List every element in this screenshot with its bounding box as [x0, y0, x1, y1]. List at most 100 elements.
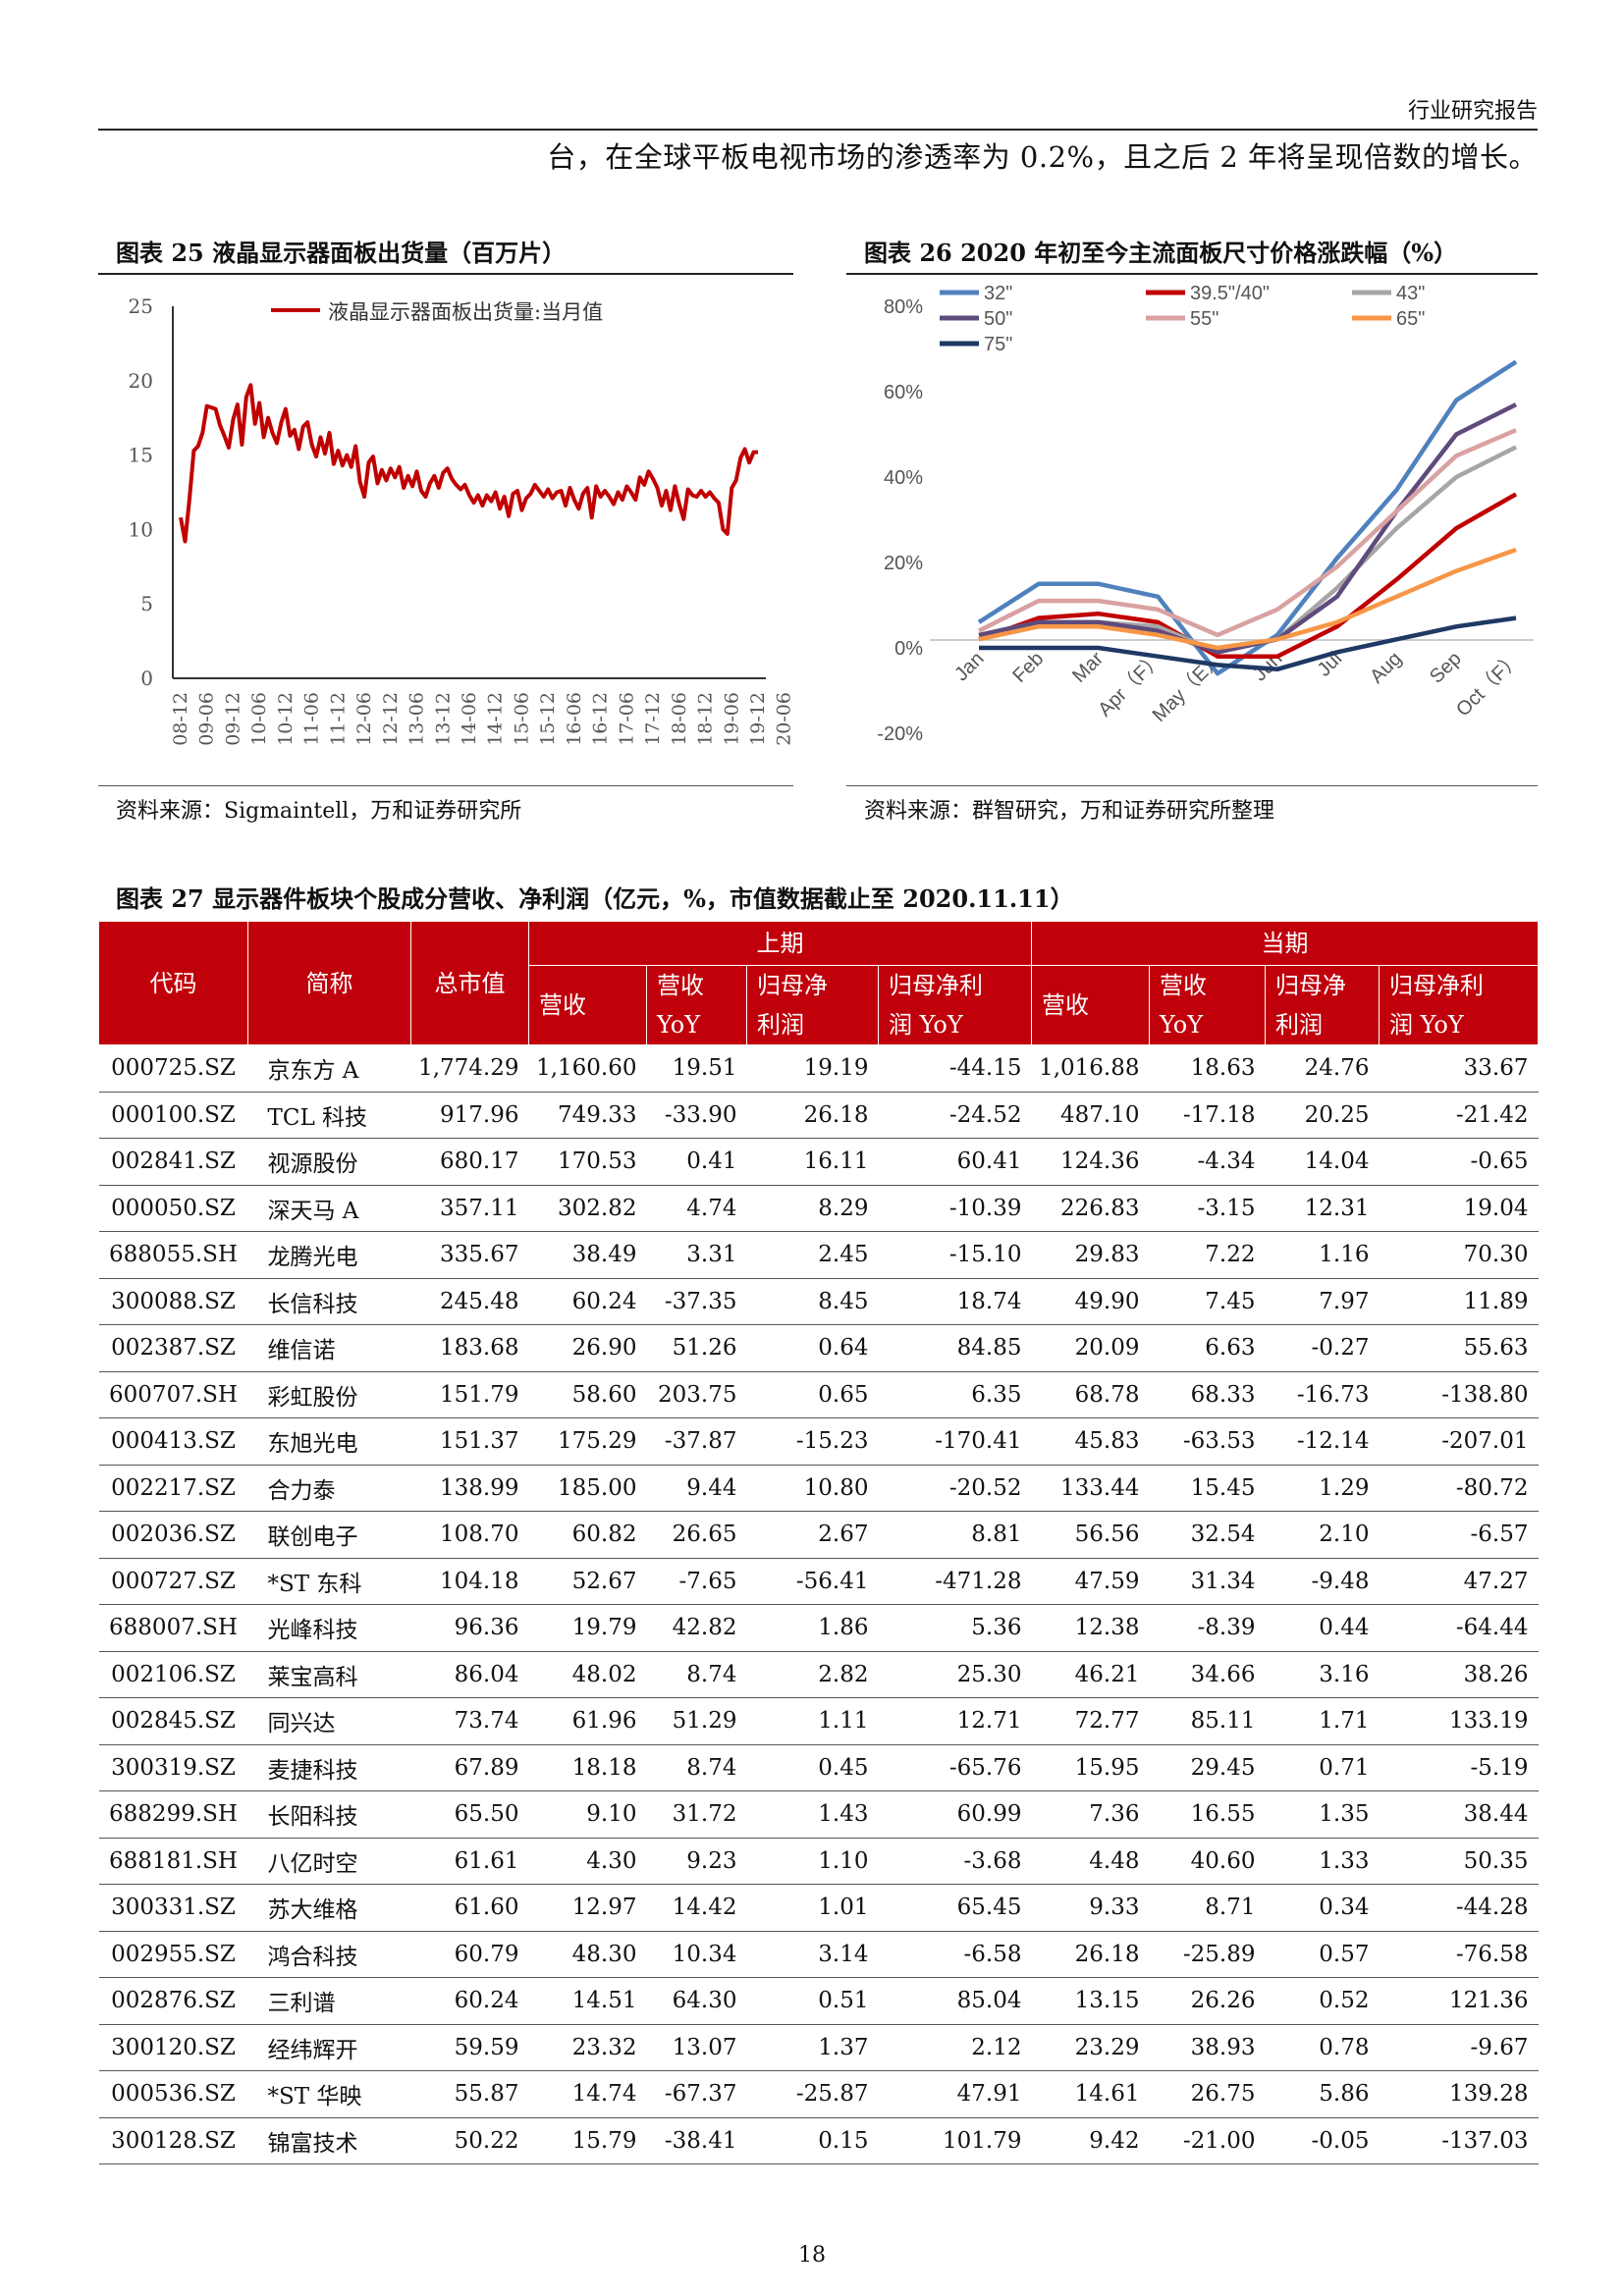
table-cell: 31.72	[646, 1790, 747, 1839]
table-cell: 48.30	[528, 1931, 647, 1978]
table-cell: 139.28	[1379, 2070, 1539, 2118]
table-cell: -0.05	[1265, 2117, 1380, 2164]
table-cell: 光峰科技	[247, 1604, 411, 1652]
table-row: 000413.SZ 东旭光电 151.37 175.29 -37.87 -15.23 -17…	[98, 1417, 1539, 1466]
intro-paragraph: 台，在全球平板电视市场的渗透率为 0.2%，且之后 2 年将呈现倍数的增长。	[547, 140, 1538, 174]
y-tick-label: 40%	[884, 467, 923, 489]
y-tick-label: 20%	[884, 553, 923, 574]
table-cell: 108.70	[410, 1511, 529, 1559]
table-cell: 1.01	[746, 1884, 879, 1932]
table-cell: -21.42	[1379, 1092, 1539, 1139]
table-cell: 经纬辉开	[247, 2024, 411, 2071]
table-cell: 1.37	[746, 2024, 879, 2071]
table-cell: 47.27	[1379, 1558, 1539, 1605]
table-cell: 688007.SH	[98, 1604, 248, 1652]
table-cell: 58.60	[528, 1371, 647, 1418]
table-cell: 26.75	[1149, 2070, 1266, 2118]
table-row: 002036.SZ 联创电子 108.70 60.82 26.65 2.67 8.81 56.…	[98, 1511, 1539, 1559]
legend-label: 75"	[984, 334, 1012, 355]
table-cell: 1.33	[1265, 1838, 1380, 1885]
table-cell: -67.37	[646, 2070, 747, 2118]
table-cell: 32.54	[1149, 1511, 1266, 1559]
table-cell: 688181.SH	[98, 1838, 248, 1885]
table-cell: 20.09	[1031, 1324, 1150, 1372]
table-cell: 1.11	[746, 1697, 879, 1745]
x-tick-label: 08-12	[170, 692, 191, 746]
table-cell: 八亿时空	[247, 1838, 411, 1885]
figure-25-bottom-rule	[98, 785, 793, 786]
table-cell: 51.29	[646, 1697, 747, 1745]
table-cell: 三利谱	[247, 1977, 411, 2025]
table-cell: -17.18	[1149, 1092, 1266, 1139]
figure-25-y-tick-labels: 0 5 10 15 20 25	[129, 294, 153, 690]
table-cell: 0.64	[746, 1324, 879, 1372]
table-row: 300331.SZ 苏大维格 61.60 12.97 14.42 1.01 65.45 9.3…	[98, 1884, 1539, 1932]
x-tick-label: 10-06	[248, 692, 270, 746]
figure-25-top-rule	[98, 273, 793, 275]
header-curr-net-profit-yoy-line2: 润 YoY	[1389, 1011, 1464, 1039]
table-cell: -24.52	[878, 1092, 1032, 1139]
table-cell: 12.71	[878, 1697, 1032, 1745]
table-cell: 2.12	[878, 2024, 1032, 2071]
table-cell: 104.18	[410, 1558, 529, 1605]
table-cell: 长信科技	[247, 1278, 411, 1325]
table-cell: 26.26	[1149, 1977, 1266, 2025]
table-cell: 26.65	[646, 1511, 747, 1559]
table-cell: 203.75	[646, 1371, 747, 1418]
table-cell: 50.22	[410, 2117, 529, 2164]
table-cell: 60.82	[528, 1511, 647, 1559]
table-cell: 002387.SZ	[98, 1324, 248, 1372]
table-cell: 0.78	[1265, 2024, 1380, 2071]
table-cell: -6.57	[1379, 1511, 1539, 1559]
table-cell: 16.55	[1149, 1790, 1266, 1839]
table-cell: 9.10	[528, 1790, 647, 1839]
table-cell: -9.48	[1265, 1558, 1380, 1605]
table-cell: 9.33	[1031, 1884, 1150, 1932]
x-tick-label: 09-06	[196, 692, 218, 746]
table-cell: 0.44	[1265, 1604, 1380, 1652]
table-cell: 12.38	[1031, 1604, 1150, 1652]
table-cell: 300128.SZ	[98, 2117, 248, 2164]
table-cell: 9.44	[646, 1465, 747, 1512]
report-type-label: 行业研究报告	[1407, 99, 1538, 124]
table-cell: 002955.SZ	[98, 1931, 248, 1978]
table-cell: 300088.SZ	[98, 1278, 248, 1325]
figure-26-bottom-rule	[846, 785, 1538, 786]
table-cell: -56.41	[746, 1558, 879, 1605]
table-cell: 9.42	[1031, 2117, 1150, 2164]
table-cell: -6.58	[878, 1931, 1032, 1978]
table-row: 600707.SH 彩虹股份 151.79 58.60 203.75 0.65 6.35 68…	[98, 1371, 1539, 1418]
table-cell: 19.51	[646, 1044, 747, 1093]
table-cell: 9.23	[646, 1838, 747, 1885]
table-cell: 50.35	[1379, 1838, 1539, 1885]
header-prev-period: 上期	[528, 921, 1032, 966]
table-cell: -3.68	[878, 1838, 1032, 1885]
table-cell: 335.67	[410, 1231, 529, 1279]
y-tick-label: 10	[129, 517, 153, 541]
table-cell: -21.00	[1149, 2117, 1266, 2164]
table-cell: -138.80	[1379, 1371, 1539, 1418]
table-cell: 38.93	[1149, 2024, 1266, 2071]
x-tick-label: 14-06	[459, 692, 480, 746]
table-cell: 38.26	[1379, 1651, 1539, 1698]
legend-label: 55"	[1190, 308, 1218, 330]
table-cell: 维信诺	[247, 1324, 411, 1372]
x-tick-label: 20-06	[774, 692, 793, 746]
table-cell: 5.86	[1265, 2070, 1380, 2118]
x-tick-label: Feb	[1008, 648, 1048, 687]
table-cell: 6.35	[878, 1371, 1032, 1418]
table-cell: 60.24	[528, 1278, 647, 1325]
table-cell: 0.57	[1265, 1931, 1380, 1978]
table-cell: 688055.SH	[98, 1231, 248, 1279]
header-curr-revenue-yoy-line1: 营收	[1160, 972, 1207, 999]
x-tick-label: 11-06	[301, 692, 323, 746]
table-cell: 302.82	[528, 1185, 647, 1232]
table-cell: 48.02	[528, 1651, 647, 1698]
table-cell: 38.49	[528, 1231, 647, 1279]
table-cell: 7.36	[1031, 1790, 1150, 1839]
table-cell: 46.21	[1031, 1651, 1150, 1698]
table-cell: -20.52	[878, 1465, 1032, 1512]
table-cell: -137.03	[1379, 2117, 1539, 2164]
table-cell: 25.30	[878, 1651, 1032, 1698]
table-cell: 29.45	[1149, 1744, 1266, 1791]
